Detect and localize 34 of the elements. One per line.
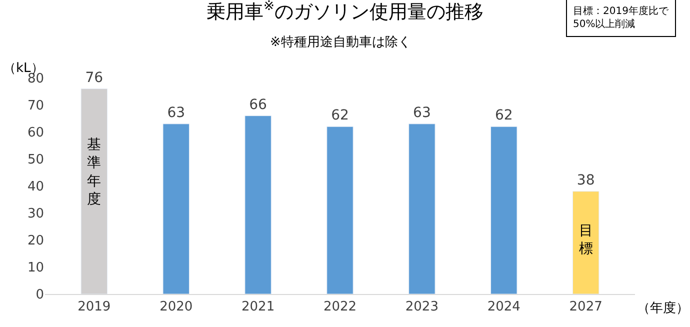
data-label: 62 <box>331 108 349 124</box>
y-tick-label: 60 <box>27 126 44 141</box>
bar <box>162 124 190 294</box>
annotation: 基準年度 <box>87 137 101 208</box>
annotation: 目標 <box>579 223 593 258</box>
y-tick-label: 50 <box>27 152 44 168</box>
y-tick-label: 0 <box>36 288 44 303</box>
data-label: 63 <box>167 104 186 121</box>
x-tick-label: 2024 <box>487 300 520 315</box>
y-tick-label: 40 <box>27 180 44 195</box>
bar <box>244 116 272 294</box>
data-label: 62 <box>494 108 513 124</box>
y-tick-label: 20 <box>27 234 44 249</box>
x-tick-label: 2023 <box>405 300 438 315</box>
data-label: 76 <box>85 70 104 86</box>
x-tick-label: 2022 <box>323 300 357 315</box>
y-tick-label: 30 <box>27 206 44 222</box>
data-label: 66 <box>249 96 268 113</box>
y-tick-label: 70 <box>27 98 44 114</box>
x-axis-title: （年度） <box>637 300 689 316</box>
bar <box>408 124 436 294</box>
chart-title: 乗用車$^{※}$のガソリン使用量の推移 <box>206 0 484 24</box>
bar <box>326 126 354 294</box>
x-tick-label: 2021 <box>242 300 275 315</box>
x-tick-label: 2020 <box>160 300 193 315</box>
bar <box>490 126 518 294</box>
bar <box>572 191 600 294</box>
y-tick-label: 10 <box>27 260 44 276</box>
x-tick-label: 2027 <box>569 300 602 315</box>
x-tick-label: 2019 <box>78 300 111 315</box>
text: 目標：2019年度比で 50%以上削減 <box>573 5 670 30</box>
data-label: 63 <box>413 104 431 121</box>
chart-subtitle: ※特種用途自動車は除く <box>270 35 411 50</box>
data-label: 38 <box>576 172 595 188</box>
